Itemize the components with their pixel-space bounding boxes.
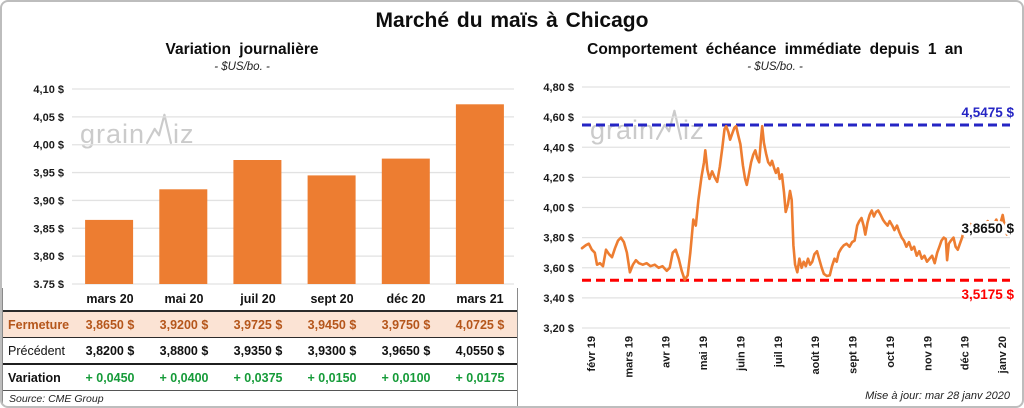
svg-text:sept 19: sept 19 <box>848 336 860 374</box>
svg-text:déc 19: déc 19 <box>960 336 972 370</box>
watermark-zigzag-icon <box>146 113 173 144</box>
bar <box>381 158 430 284</box>
svg-text:3,20 $: 3,20 $ <box>543 323 574 335</box>
bar <box>307 175 356 284</box>
svg-text:oct 19: oct 19 <box>885 336 897 368</box>
svg-text:3,60 $: 3,60 $ <box>543 263 574 275</box>
table-column-header: mai 20 <box>164 292 204 306</box>
update-note: Mise à jour: mar 28 janv 2020 <box>865 390 1010 402</box>
svg-text:mars 19: mars 19 <box>623 336 635 378</box>
table-column-header: mars 21 <box>456 292 504 306</box>
table-cell: + 0,0150 <box>307 370 357 385</box>
svg-text:3,95 $: 3,95 $ <box>33 168 64 180</box>
svg-text:4,10 $: 4,10 $ <box>33 84 64 96</box>
price-table: mars 20 mai 20 juil 20 sept 20 déc 20 mars 21… <box>2 288 518 406</box>
grainwiz-watermark: grain iz <box>590 109 705 145</box>
table-cell: 3,9450 $ <box>307 317 357 332</box>
table-cell: + 0,0400 <box>159 370 209 385</box>
price-line <box>580 124 1012 282</box>
svg-text:4,20 $: 4,20 $ <box>543 172 574 184</box>
svg-text:avr 19: avr 19 <box>661 336 673 368</box>
front-month-line-chart: 4,80 $ 4,60 $ 4,40 $ 4,20 $ 4,00 $ 3,80 $ 3,60… <box>543 82 1017 378</box>
bar <box>85 219 134 284</box>
svg-text:janv 20: janv 20 <box>997 336 1009 374</box>
bar-chart-title: Variation journalière <box>165 41 319 58</box>
grainwiz-watermark: grain iz <box>80 113 195 149</box>
table-cell: + 0,0175 <box>455 370 505 385</box>
page-title: Marché du maïs à Chicago <box>375 9 649 32</box>
watermark-text: iz <box>173 119 195 149</box>
svg-text:3,40 $: 3,40 $ <box>543 293 574 305</box>
table-cell: 3,8800 $ <box>159 343 209 358</box>
svg-text:juil 19: juil 19 <box>773 336 785 368</box>
svg-text:3,80 $: 3,80 $ <box>33 251 64 263</box>
svg-text:3,85 $: 3,85 $ <box>33 223 64 235</box>
svg-text:3,80 $: 3,80 $ <box>543 233 574 245</box>
daily-variation-bar-chart: 4,10 $ 4,05 $ 4,00 $ 3,95 $ 3,90 $ 3,85 $ 3,80… <box>33 84 514 288</box>
svg-text:4,05 $: 4,05 $ <box>33 112 64 124</box>
table-column-header: juil 20 <box>240 292 276 306</box>
table-cell: 3,9725 $ <box>233 317 283 332</box>
bar-chart-subtitle: - $US/bo. - <box>214 61 270 73</box>
table-cell: 3,8200 $ <box>85 343 135 358</box>
svg-text:3,90 $: 3,90 $ <box>33 195 64 207</box>
svg-text:3,5175 $: 3,5175 $ <box>961 287 1014 302</box>
table-cell: 3,9350 $ <box>233 343 283 358</box>
table-column-header: déc 20 <box>386 292 426 306</box>
svg-text:nov 19: nov 19 <box>922 336 934 371</box>
svg-text:juin 19: juin 19 <box>735 336 747 372</box>
table-cell: + 0,0375 <box>233 370 283 385</box>
table-cell: 4,0550 $ <box>455 343 505 358</box>
svg-text:4,00 $: 4,00 $ <box>33 140 64 152</box>
table-cell: 3,9650 $ <box>381 343 431 358</box>
svg-text:févr 19: févr 19 <box>586 336 598 371</box>
watermark-text: grain <box>80 119 146 149</box>
table-header-row: mars 20 mai 20 juil 20 sept 20 déc 20 mars 21 <box>3 288 517 312</box>
line-chart-title: Comportement échéance immédiate depuis 1… <box>587 41 963 58</box>
watermark-text: grain <box>590 115 656 145</box>
svg-text:4,5475 $: 4,5475 $ <box>961 105 1014 120</box>
svg-text:4,60 $: 4,60 $ <box>543 112 574 124</box>
svg-text:3,75 $: 3,75 $ <box>33 279 64 288</box>
row-label: Fermeture <box>8 317 70 332</box>
table-column-header: mars 20 <box>86 292 134 306</box>
table-cell: 3,8650 $ <box>85 317 135 332</box>
watermark-zigzag-icon <box>656 109 683 140</box>
table-row-close: Fermeture 3,8650 $ 3,9200 $ 3,9725 $ 3,9450 … <box>3 312 517 338</box>
row-label: Variation <box>8 370 61 385</box>
bar <box>159 189 208 284</box>
table-cell: 3,9300 $ <box>307 343 357 358</box>
svg-text:4,00 $: 4,00 $ <box>543 203 574 215</box>
line-chart-subtitle: - $US/bo. - <box>747 61 803 73</box>
table-cell: + 0,0450 <box>85 370 135 385</box>
price-table-rows: mars 20 mai 20 juil 20 sept 20 déc 20 mars 21… <box>3 288 517 391</box>
table-cell: + 0,0100 <box>381 370 431 385</box>
table-cell: 4,0725 $ <box>455 317 505 332</box>
svg-text:mai 19: mai 19 <box>698 336 710 370</box>
svg-text:août 19: août 19 <box>810 336 822 375</box>
table-row-previous: Précédent 3,8200 $ 3,8800 $ 3,9350 $ 3,9300 … <box>3 338 517 365</box>
svg-text:4,80 $: 4,80 $ <box>543 82 574 94</box>
bar <box>455 104 504 284</box>
bar <box>233 160 282 284</box>
svg-text:3,8650 $: 3,8650 $ <box>961 221 1014 236</box>
table-row-variation: Variation + 0,0450 + 0,0400 + 0,0375 + 0,015… <box>3 365 517 391</box>
table-cell: 3,9200 $ <box>159 317 209 332</box>
table-column-header: sept 20 <box>310 292 354 306</box>
table-cell: 3,9750 $ <box>381 317 431 332</box>
watermark-text: iz <box>683 115 705 145</box>
svg-text:4,40 $: 4,40 $ <box>543 142 574 154</box>
row-label: Précédent <box>8 343 65 358</box>
source-note: Source: CME Group <box>9 393 104 405</box>
